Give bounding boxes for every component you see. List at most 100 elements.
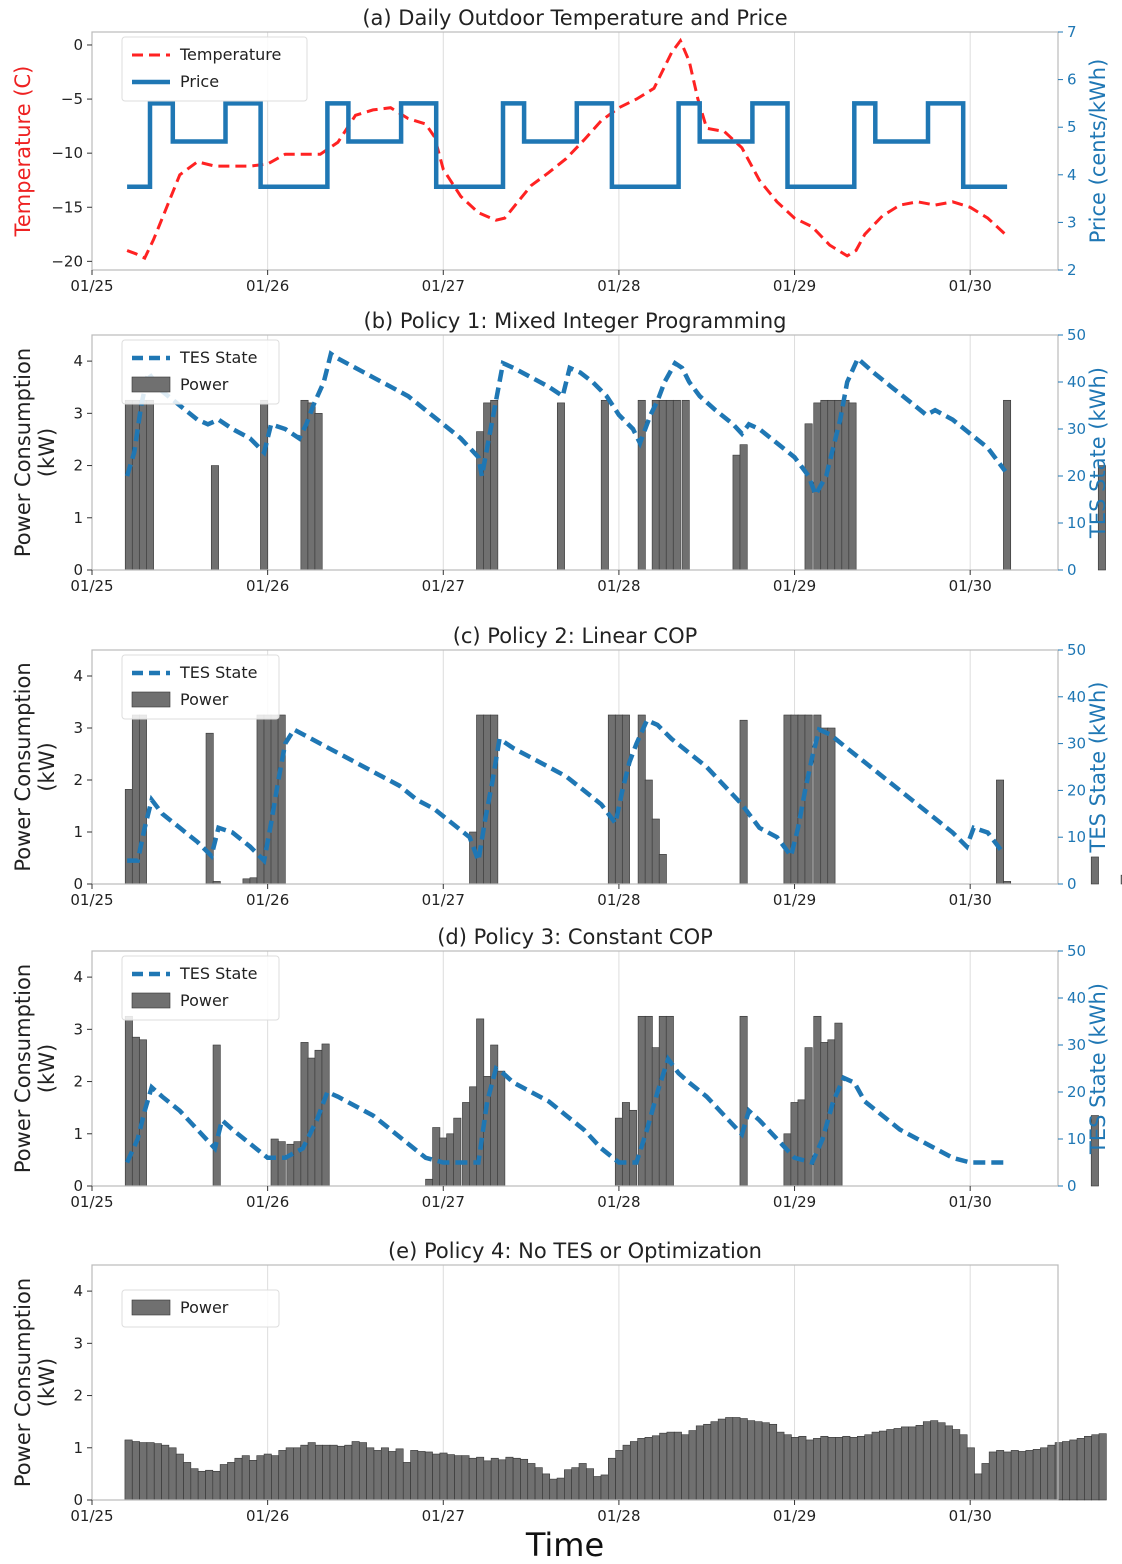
power-bar bbox=[307, 1057, 316, 1187]
power-bar bbox=[659, 1432, 668, 1501]
y-axis-label: Power Consumption bbox=[11, 1278, 35, 1487]
power-bar bbox=[520, 1458, 529, 1501]
chart-title: (c) Policy 2: Linear COP bbox=[453, 624, 698, 648]
y-tick-label: −15 bbox=[51, 198, 83, 216]
power-bar bbox=[739, 1015, 748, 1187]
power-bar bbox=[621, 714, 630, 885]
power-bar bbox=[769, 1423, 778, 1501]
power-bar bbox=[959, 1434, 968, 1501]
y-axis-label: (kW) bbox=[35, 1358, 59, 1407]
power-bar bbox=[849, 1437, 858, 1501]
y2-axis-label: TES State (kWh) bbox=[1086, 682, 1110, 854]
power-bar bbox=[183, 1462, 192, 1501]
x-tick-label: 01/27 bbox=[422, 891, 465, 909]
power-bar bbox=[864, 1434, 873, 1501]
power-bar bbox=[212, 1470, 221, 1501]
x-tick-label: 01/26 bbox=[246, 277, 289, 295]
y-tick-label: 2 bbox=[73, 1073, 83, 1091]
y-tick-label: 0 bbox=[73, 875, 83, 893]
power-bar bbox=[131, 1441, 140, 1501]
x-tick-label: 01/27 bbox=[422, 577, 465, 595]
x-tick-label: 01/25 bbox=[70, 891, 113, 909]
power-bar bbox=[124, 1439, 133, 1501]
power-bar bbox=[138, 399, 147, 571]
tes-state-line bbox=[125, 1054, 1006, 1166]
plot-frame bbox=[91, 334, 1059, 571]
x-tick-label: 01/29 bbox=[773, 1507, 816, 1525]
power-bar bbox=[145, 399, 154, 571]
y-axis-label: Power Consumption bbox=[11, 964, 35, 1173]
power-bar bbox=[1090, 1115, 1099, 1187]
y-tick-label: 3 bbox=[73, 1020, 83, 1038]
y-tick-label: 4 bbox=[73, 968, 83, 986]
y2-tick-label: 4 bbox=[1067, 166, 1077, 184]
legend-swatch bbox=[131, 691, 171, 708]
y2-axis-label: Price (cents/kWh) bbox=[1086, 59, 1110, 244]
plot-frame bbox=[91, 950, 1059, 1187]
power-bar bbox=[672, 399, 681, 571]
power-bar bbox=[527, 1463, 536, 1501]
power-bar bbox=[783, 1434, 792, 1501]
y-tick-label: 3 bbox=[73, 1334, 83, 1352]
power-bar bbox=[996, 1450, 1005, 1501]
y-tick-label: −5 bbox=[61, 90, 83, 108]
plot-frame bbox=[91, 31, 1059, 271]
power-bar bbox=[373, 1450, 382, 1501]
power-bar bbox=[270, 1138, 279, 1187]
power-bar bbox=[138, 714, 147, 885]
y-tick-label: 1 bbox=[73, 1439, 83, 1457]
power-bar bbox=[461, 1455, 470, 1501]
y2-tick-label: 30 bbox=[1067, 420, 1086, 438]
x-tick-label: 01/27 bbox=[422, 1507, 465, 1525]
power-bar bbox=[490, 714, 499, 885]
power-bar bbox=[651, 818, 660, 885]
y-axis-label: Temperature (C) bbox=[11, 66, 35, 238]
power-bar bbox=[629, 1441, 638, 1501]
power-bar bbox=[1097, 465, 1106, 571]
legend-box bbox=[121, 1289, 280, 1328]
price-line bbox=[127, 101, 1008, 189]
tes-state-line bbox=[127, 717, 1004, 870]
power-bar bbox=[410, 1450, 419, 1501]
power-bar bbox=[761, 1422, 770, 1501]
power-bar bbox=[270, 714, 279, 885]
power-bar bbox=[446, 1454, 455, 1501]
power-bar bbox=[139, 1442, 148, 1501]
power-bar bbox=[146, 1442, 155, 1501]
power-bar bbox=[300, 1042, 309, 1187]
power-bar bbox=[1069, 1439, 1078, 1501]
power-bar bbox=[542, 1473, 551, 1501]
power-bar bbox=[841, 399, 850, 571]
power-bar bbox=[1054, 1442, 1063, 1501]
legend-swatch bbox=[131, 376, 171, 393]
y-tick-label: −20 bbox=[51, 252, 83, 270]
power-bar bbox=[1003, 399, 1012, 571]
x-tick-label: 01/27 bbox=[422, 1193, 465, 1211]
y2-tick-label: 30 bbox=[1067, 735, 1086, 753]
power-bar bbox=[277, 1141, 286, 1187]
x-tick-label: 01/25 bbox=[70, 1193, 113, 1211]
power-bar bbox=[1091, 1434, 1100, 1501]
y2-tick-label: 30 bbox=[1067, 1036, 1086, 1054]
power-bar bbox=[432, 1453, 441, 1501]
power-bar bbox=[1032, 1449, 1041, 1501]
legend-swatch bbox=[131, 1299, 171, 1316]
power-bar bbox=[468, 1457, 477, 1501]
power-bar bbox=[820, 1435, 829, 1501]
y-axis-label: Power Consumption bbox=[11, 348, 35, 557]
power-bar bbox=[813, 1438, 822, 1501]
x-tick-label: 01/29 bbox=[773, 577, 816, 595]
power-bar bbox=[351, 1441, 360, 1501]
y2-tick-label: 50 bbox=[1067, 326, 1086, 344]
power-bar bbox=[242, 878, 251, 885]
power-bar bbox=[153, 1443, 162, 1501]
x-tick-label: 01/28 bbox=[597, 277, 640, 295]
power-bar bbox=[966, 1447, 975, 1501]
power-bar bbox=[168, 1447, 177, 1501]
power-bar bbox=[739, 719, 748, 885]
y2-tick-label: 2 bbox=[1067, 261, 1077, 279]
power-bar bbox=[124, 399, 133, 571]
power-bar bbox=[665, 1015, 674, 1187]
y2-tick-label: 50 bbox=[1067, 942, 1086, 960]
tes-state-line bbox=[124, 350, 1008, 501]
